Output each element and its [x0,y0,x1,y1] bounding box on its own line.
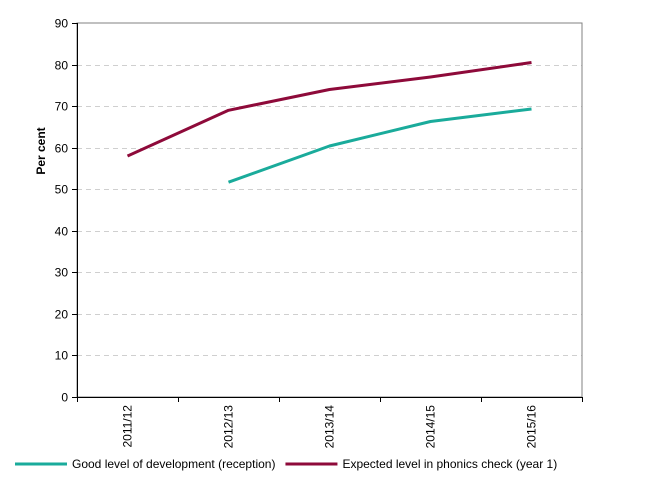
legend-item-2: Expected level in phonics check (year 1) [285,457,557,471]
legend-label: Good level of development (reception) [72,457,275,471]
x-tick-label: 2011/12 [121,405,135,448]
y-tick-label: 0 [61,391,68,405]
y-tick-label: 10 [55,349,69,363]
x-tick-label: 2012/13 [222,405,236,449]
y-tick-label: 70 [55,100,69,114]
y-tick-label: 60 [55,142,69,156]
legend: Good level of development (reception) Exp… [15,457,557,471]
y-tick-label: 40 [55,225,69,239]
y-tick-label: 20 [55,308,69,322]
y-tick-label: 90 [55,17,69,31]
x-tick-label: 2013/14 [323,405,337,449]
gridlines [77,65,582,356]
x-tick-label: 2015/16 [525,405,539,449]
y-tick-label: 30 [55,266,69,280]
y-axis-ticks: 0 10 20 30 40 50 60 70 80 90 [55,17,78,405]
y-axis-title: Per cent [34,127,48,174]
x-tick-label: 2014/15 [424,405,438,449]
x-axis-ticks: 2011/12 2012/13 2013/14 2014/15 2015/16 [77,397,583,448]
y-tick-label: 50 [55,183,69,197]
legend-label: Expected level in phonics check (year 1) [342,457,557,471]
series-lines [126,61,532,184]
y-tick-label: 80 [55,59,69,73]
series-line-2 [126,61,532,158]
plot-area [76,22,583,398]
series-line-1 [227,107,532,184]
legend-item-1: Good level of development (reception) [15,457,275,471]
